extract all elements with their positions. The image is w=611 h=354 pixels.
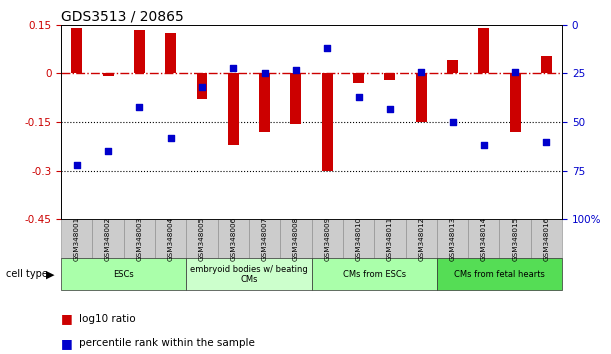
Bar [61, 258, 186, 290]
Text: GSM348008: GSM348008 [293, 217, 299, 261]
Text: GSM348015: GSM348015 [512, 217, 518, 261]
Bar [415, 73, 426, 122]
Bar [134, 30, 145, 73]
Point [72, 162, 82, 168]
Point [385, 105, 395, 111]
Text: GSM348004: GSM348004 [167, 217, 174, 261]
Bar [92, 219, 123, 258]
Bar [103, 73, 114, 76]
Bar [312, 258, 437, 290]
Point [323, 45, 332, 51]
Text: ■: ■ [61, 312, 73, 325]
Text: GSM348010: GSM348010 [356, 217, 362, 261]
Text: GSM348013: GSM348013 [450, 217, 456, 261]
Bar [290, 73, 301, 124]
Bar [71, 28, 82, 73]
Bar [186, 219, 218, 258]
Text: CMs from ESCs: CMs from ESCs [343, 270, 406, 279]
Text: embryoid bodies w/ beating
CMs: embryoid bodies w/ beating CMs [190, 265, 308, 284]
Bar [478, 28, 489, 73]
Bar [437, 219, 468, 258]
Bar [447, 61, 458, 73]
Bar [155, 219, 186, 258]
Text: ESCs: ESCs [114, 270, 134, 279]
Text: log10 ratio: log10 ratio [79, 314, 136, 324]
Text: GSM348005: GSM348005 [199, 217, 205, 261]
Bar [259, 73, 270, 132]
Bar [353, 73, 364, 83]
Text: GSM348016: GSM348016 [543, 217, 549, 261]
Point [541, 139, 551, 144]
Bar [500, 219, 531, 258]
Point [197, 84, 207, 90]
Bar [61, 219, 92, 258]
Text: GSM348006: GSM348006 [230, 217, 236, 261]
Bar [541, 56, 552, 73]
Text: GSM348012: GSM348012 [418, 217, 424, 261]
Text: GDS3513 / 20865: GDS3513 / 20865 [61, 10, 184, 24]
Point [166, 135, 175, 141]
Text: percentile rank within the sample: percentile rank within the sample [79, 338, 255, 348]
Bar [228, 73, 239, 145]
Text: cell type: cell type [6, 269, 48, 279]
Text: ▶: ▶ [46, 269, 54, 279]
Point [291, 67, 301, 72]
Point [134, 104, 144, 109]
Bar [186, 258, 312, 290]
Bar [218, 219, 249, 258]
Bar [468, 219, 500, 258]
Text: GSM348002: GSM348002 [105, 217, 111, 261]
Point [479, 143, 489, 148]
Bar [280, 219, 312, 258]
Point [260, 70, 269, 76]
Bar [406, 219, 437, 258]
Bar [531, 219, 562, 258]
Point [103, 149, 113, 154]
Text: GSM348003: GSM348003 [136, 217, 142, 261]
Bar [510, 73, 521, 132]
Text: GSM348009: GSM348009 [324, 217, 331, 261]
Text: GSM348011: GSM348011 [387, 217, 393, 261]
Bar [374, 219, 406, 258]
Bar [343, 219, 375, 258]
Point [354, 94, 364, 100]
Bar [197, 73, 208, 99]
Bar [249, 219, 280, 258]
Bar [165, 33, 176, 73]
Bar [384, 73, 395, 80]
Point [416, 69, 426, 74]
Point [229, 65, 238, 70]
Text: GSM348007: GSM348007 [262, 217, 268, 261]
Point [448, 119, 458, 125]
Text: GSM348001: GSM348001 [74, 217, 80, 261]
Text: ■: ■ [61, 337, 73, 350]
Text: GSM348014: GSM348014 [481, 217, 487, 261]
Bar [123, 219, 155, 258]
Text: CMs from fetal hearts: CMs from fetal hearts [454, 270, 545, 279]
Point [510, 69, 520, 74]
Bar [312, 219, 343, 258]
Bar [322, 73, 333, 171]
Bar [437, 258, 562, 290]
